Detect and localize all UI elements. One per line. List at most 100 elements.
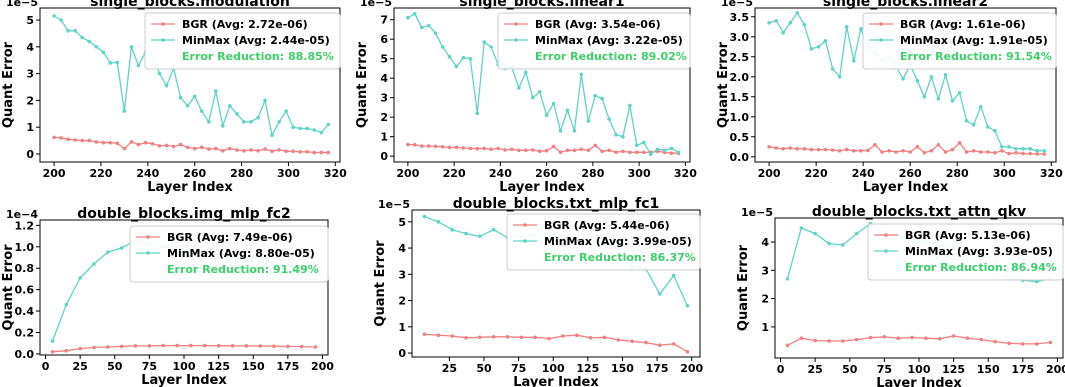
- x-tick-label: 240: [489, 167, 512, 180]
- data-point: [813, 338, 817, 343]
- y-tick-label: 2.0: [730, 71, 750, 84]
- data-point: [108, 140, 113, 145]
- data-point: [157, 144, 162, 148]
- data-point: [50, 350, 55, 354]
- x-tick-label: 50: [842, 363, 858, 376]
- data-point: [277, 148, 281, 152]
- data-point: [827, 241, 831, 246]
- data-point: [852, 59, 856, 63]
- legend-error-reduction: Error Reduction: 91.54%: [900, 50, 1052, 63]
- series-line-bgr: [787, 335, 1051, 346]
- x-tick-label: 200: [396, 167, 419, 180]
- data-point: [482, 146, 487, 151]
- x-tick-label: 100: [542, 362, 565, 375]
- legend-marker: [514, 22, 518, 26]
- data-point: [658, 343, 662, 348]
- data-point: [119, 246, 124, 250]
- data-point: [491, 335, 496, 339]
- data-point: [80, 35, 84, 40]
- series-bgr: [785, 334, 1053, 348]
- data-point: [644, 340, 648, 345]
- chart-panel-4: double_blocks.img_mlp_fc2 1e−4 0 25 50 75 100 1…: [1, 206, 334, 387]
- legend-marker: [884, 249, 888, 253]
- data-point: [59, 136, 63, 140]
- legend-marker: [161, 22, 165, 26]
- chart-title: double_blocks.img_mlp_fc2: [77, 206, 291, 222]
- data-point: [122, 146, 127, 151]
- data-point: [979, 150, 983, 154]
- series-line-bgr: [424, 333, 688, 353]
- data-point: [866, 148, 870, 153]
- data-point: [785, 343, 790, 348]
- legend-error-reduction: Error Reduction: 86.37%: [544, 251, 696, 264]
- data-point: [579, 147, 584, 152]
- data-point: [841, 339, 845, 343]
- y-axis-label: Quant Error: [355, 41, 370, 128]
- data-point: [136, 142, 141, 147]
- data-point: [816, 147, 821, 152]
- data-point: [119, 344, 124, 349]
- data-point: [1014, 151, 1018, 155]
- y-tick-label: 3.5: [730, 11, 750, 24]
- data-point: [544, 148, 549, 153]
- data-point: [816, 45, 821, 49]
- data-point: [964, 150, 969, 154]
- data-point: [993, 339, 997, 344]
- y-axis-label: Quant Error: [1, 41, 16, 128]
- x-tick-label: 0: [42, 360, 50, 373]
- data-point: [249, 148, 253, 152]
- data-point: [859, 27, 863, 31]
- chart-title: single_blocks.linear2: [823, 0, 988, 10]
- data-point: [774, 19, 778, 23]
- data-point: [505, 335, 510, 339]
- legend-box: [862, 12, 1057, 70]
- y-tick-label: 1.5: [730, 91, 750, 104]
- data-point: [406, 15, 410, 20]
- data-point: [854, 231, 859, 236]
- data-point: [669, 151, 674, 155]
- data-point: [272, 344, 276, 349]
- data-point: [1035, 149, 1039, 153]
- data-point: [478, 335, 482, 340]
- data-point: [450, 227, 455, 232]
- data-point: [662, 148, 667, 153]
- y-tick-label: 1.2: [15, 219, 35, 232]
- data-point: [823, 147, 828, 152]
- legend-marker: [146, 235, 150, 239]
- data-point: [642, 150, 646, 155]
- y-tick-label: 0: [398, 347, 406, 360]
- data-point: [106, 250, 110, 254]
- y-tick-label: 3.0: [730, 31, 750, 44]
- chart-title: single_blocks.linear1: [459, 0, 624, 10]
- data-point: [671, 342, 676, 346]
- data-point: [868, 335, 873, 340]
- data-point: [887, 149, 891, 153]
- x-axis-label: Layer Index: [876, 376, 962, 387]
- data-point: [326, 150, 331, 155]
- legend-label-bgr: BGR (Avg: 7.49e-06): [167, 231, 293, 244]
- data-point: [422, 214, 427, 219]
- data-point: [64, 348, 69, 353]
- data-point: [565, 148, 570, 153]
- x-tick-label: 280: [581, 167, 604, 180]
- data-point: [658, 292, 662, 296]
- data-point: [799, 336, 804, 341]
- data-point: [614, 132, 618, 137]
- data-point: [537, 149, 542, 154]
- x-tick-label: 220: [443, 167, 466, 180]
- data-point: [270, 149, 274, 154]
- data-point: [517, 148, 521, 153]
- data-point: [115, 141, 120, 146]
- data-point: [433, 144, 438, 149]
- legend-box: [129, 225, 329, 283]
- x-tick-label: 150: [242, 360, 265, 373]
- data-point: [426, 144, 431, 148]
- data-point: [951, 334, 956, 338]
- axis-offset-label: 1e−5: [6, 0, 38, 9]
- data-point: [943, 150, 948, 154]
- x-tick-label: 175: [276, 360, 299, 373]
- y-tick-label: 1: [26, 121, 34, 134]
- data-point: [781, 147, 785, 151]
